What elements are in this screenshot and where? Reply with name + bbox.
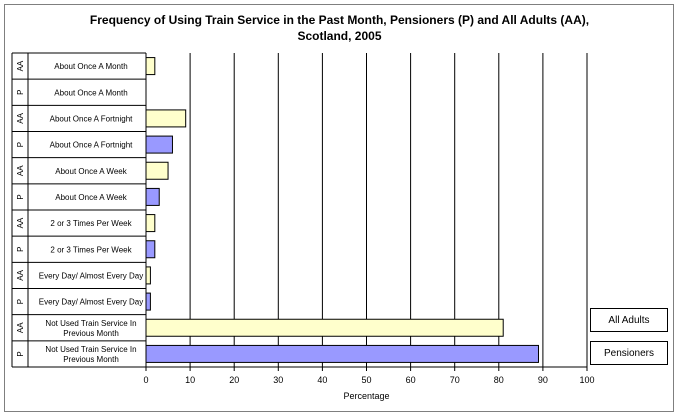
category-label: Not Used Train Service In Previous Month [45,319,136,338]
legend-all-adults: All Adults [590,308,668,332]
group-label-aa: AA [16,322,25,333]
category-label-line: Not Used Train Service In [45,319,136,328]
category-label: Not Used Train Service In Previous Month [45,345,136,364]
bar-aa [145,161,169,180]
category-label: 2 or 3 Times Per Week [50,245,132,254]
category-label: About Once A Month [54,62,127,71]
group-label-p: P [16,351,25,356]
category-label-line: Previous Month [63,329,119,338]
category-label: Every Day/ Almost Every Day [39,271,143,280]
bar-aa [145,318,504,337]
bar-p [145,344,539,363]
group-label-aa: AA [16,217,25,228]
x-tick-label: 80 [494,375,504,385]
x-tick-label: 10 [185,375,195,385]
category-label: About Once A Week [55,193,127,202]
bar-aa [145,214,156,233]
bar-p [145,292,151,311]
group-label-aa: AA [16,269,25,280]
category-label: About Once A Fortnight [50,114,133,123]
category-label: Every Day/ Almost Every Day [39,298,143,307]
x-tick-label: 90 [538,375,548,385]
x-tick-label: 50 [361,375,371,385]
group-label-p: P [16,90,25,95]
x-axis-label: Percentage [343,391,389,401]
category-label: About Once A Week [55,167,127,176]
legend-all-adults-label: All Adults [608,314,650,326]
group-label-p: P [16,142,25,147]
group-label-p: P [16,194,25,199]
group-label-p: P [16,247,25,252]
category-label: About Once A Fortnight [50,141,133,150]
chart-title-line-1: Frequency of Using Train Service in the … [89,13,590,27]
chart-title: Frequency of Using Train Service in the … [0,12,679,44]
x-tick-label: 70 [450,375,460,385]
category-label: About Once A Month [54,88,127,97]
bar-p [145,240,156,259]
chart-title-line-2: Scotland, 2005 [297,29,382,43]
bar-p [145,135,173,154]
x-tick-label: 30 [273,375,283,385]
category-label-line: Previous Month [63,355,119,364]
group-label-aa: AA [16,60,25,71]
x-tick-label: 100 [579,375,594,385]
group-label-p: P [16,299,25,304]
x-tick-label: 40 [317,375,327,385]
x-tick-label: 20 [229,375,239,385]
group-label-aa: AA [16,165,25,176]
bar-aa [145,109,187,128]
x-tick-label: 0 [143,375,148,385]
group-label-aa: AA [16,112,25,123]
x-tick-label: 60 [406,375,416,385]
bar-aa [145,266,151,285]
category-label-line: Not Used Train Service In [45,345,136,354]
legend-pensioners: Pensioners [590,341,668,365]
category-label: 2 or 3 Times Per Week [50,219,132,228]
legend-pensioners-label: Pensioners [603,347,655,359]
bar-p [145,187,160,206]
bar-aa [145,57,156,76]
